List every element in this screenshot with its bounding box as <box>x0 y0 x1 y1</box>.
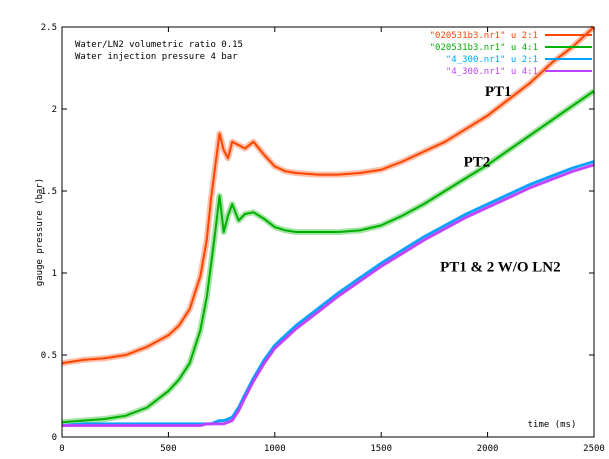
legend: "020531b3.nr1" u 2:1 "020531b3.nr1" u 4:… <box>430 31 592 77</box>
curve-label-pt2: PT2 <box>464 154 491 170</box>
legend-entry-pt1: "020531b3.nr1" u 2:1 <box>430 31 538 41</box>
series-line-0 <box>61 26 595 365</box>
legend-entry-pt2-no-ln2: "4_300.nr1" u 4:1 <box>446 67 538 77</box>
legend-entry-pt1-no-ln2: "4_300.nr1" u 2:1 <box>446 55 538 65</box>
series-line-1 <box>61 90 595 424</box>
annotation-injection: Water injection pressure 4 bar <box>75 52 238 62</box>
tick-layer: 0 500 1000 1500 2000 2500 0 0.5 1 1.5 2 2.5 <box>41 23 605 454</box>
series-line-3 <box>62 164 595 427</box>
y-axis-label: gauge pressure (bar) <box>35 178 45 286</box>
curve-label-pt1: PT1 <box>485 84 512 100</box>
y-tick-label: 0 <box>52 433 57 443</box>
y-tick-label: 2.5 <box>41 23 57 33</box>
x-tick-label: 2500 <box>583 444 605 454</box>
y-tick-label: 1.5 <box>41 187 57 197</box>
y-tick-label: 0.5 <box>41 351 57 361</box>
legend-entry-pt2: "020531b3.nr1" u 4:1 <box>430 43 538 53</box>
x-tick-label: 1500 <box>370 444 392 454</box>
x-tick-label: 2000 <box>477 444 499 454</box>
plot-frame <box>61 26 595 438</box>
y-tick-label: 1 <box>52 269 57 279</box>
series-layer <box>61 24 597 427</box>
series-line-2 <box>61 160 595 427</box>
x-tick-label: 0 <box>59 444 64 454</box>
annotation-ratio: Water/LN2 volumetric ratio 0.15 <box>75 40 243 50</box>
y-tick-label: 2 <box>52 105 57 115</box>
x-axis-label: time (ms) <box>528 420 577 430</box>
x-tick-label: 1000 <box>264 444 286 454</box>
x-tick-label: 500 <box>160 444 176 454</box>
curve-label-pt12-no-ln2: PT1 & 2 W/O LN2 <box>440 259 561 275</box>
